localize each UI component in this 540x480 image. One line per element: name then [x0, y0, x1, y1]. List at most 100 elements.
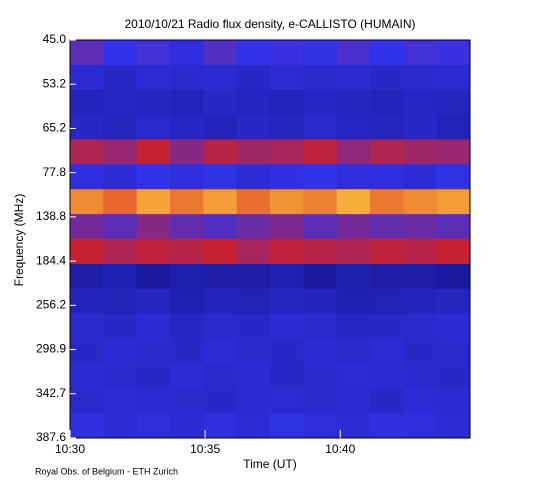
heat-cell: [270, 388, 304, 414]
heat-cell: [436, 363, 471, 389]
heat-cell: [336, 189, 371, 215]
heat-cell: [136, 139, 171, 165]
heat-cell: [270, 313, 304, 339]
heat-cell: [170, 139, 204, 165]
heat-cell: [403, 114, 438, 140]
heat-cell: [270, 189, 304, 215]
heat-cell: [70, 288, 104, 315]
heat-cell: [70, 64, 104, 91]
heat-cell: [236, 164, 271, 190]
heat-cell: [436, 388, 471, 414]
heat-cell: [70, 89, 104, 116]
heat-cell: [103, 164, 138, 190]
heat-cell: [70, 313, 104, 339]
heat-cell: [370, 89, 404, 116]
heat-cell: [303, 263, 338, 290]
heat-cell: [236, 214, 271, 240]
y-axis-label: Frequency (MHz): [12, 194, 26, 287]
heat-cell: [136, 313, 171, 339]
heat-cell: [236, 413, 271, 439]
heat-cell: [70, 189, 104, 215]
heat-cell: [370, 313, 404, 339]
heat-cell: [370, 388, 404, 414]
heat-cell: [136, 363, 171, 389]
heat-cell: [403, 189, 438, 215]
heat-cell: [403, 239, 438, 265]
heat-cell: [203, 114, 238, 140]
heat-cell: [236, 239, 271, 265]
heat-cell: [103, 313, 138, 339]
heat-cell: [436, 89, 471, 116]
heat-cell: [303, 338, 338, 364]
heat-cell: [203, 288, 238, 315]
heat-cell: [136, 288, 171, 315]
heat-cell: [436, 40, 471, 66]
heat-cell: [70, 338, 104, 364]
heat-cell: [70, 164, 104, 190]
heat-cell: [203, 40, 238, 66]
heat-cell: [236, 139, 271, 165]
y-tick-label: 138.8: [36, 209, 66, 223]
heat-cell: [170, 89, 204, 116]
heat-cell: [203, 64, 238, 91]
heat-cell: [170, 338, 204, 364]
y-tick-label: 387.6: [36, 430, 66, 444]
heat-cell: [236, 363, 271, 389]
heat-cell: [403, 40, 438, 66]
heat-cell: [170, 288, 204, 315]
heat-cell: [203, 338, 238, 364]
heat-cell: [336, 139, 371, 165]
chart-title: 2010/10/21 Radio flux density, e-CALLIST…: [124, 17, 415, 31]
heat-cell: [136, 40, 171, 66]
heat-cell: [270, 338, 304, 364]
heat-cell: [236, 89, 271, 116]
heat-cell: [203, 164, 238, 190]
heat-cell: [136, 189, 171, 215]
heat-cell: [170, 164, 204, 190]
heat-cell: [136, 263, 171, 290]
heat-cell: [370, 114, 404, 140]
footer: Royal Obs. of Belgium - ETH Zurich: [35, 466, 178, 476]
heat-cell: [336, 263, 371, 290]
heat-cell: [336, 388, 371, 414]
heat-cell: [236, 313, 271, 339]
heat-cell: [403, 89, 438, 116]
heat-cell: [203, 263, 238, 290]
heat-cell: [170, 363, 204, 389]
heat-cell: [436, 288, 471, 315]
heat-cell: [270, 239, 304, 265]
heat-cell: [170, 214, 204, 240]
heat-cell: [136, 89, 171, 116]
heat-cell: [436, 114, 471, 140]
heat-cell: [70, 139, 104, 165]
heat-cell: [436, 64, 471, 91]
y-tick-label: 65.2: [43, 121, 67, 135]
heat-cell: [136, 413, 171, 439]
heat-cell: [336, 164, 371, 190]
heat-cell: [336, 413, 371, 439]
heat-cell: [370, 64, 404, 91]
heat-cell: [336, 239, 371, 265]
heat-cell: [170, 114, 204, 140]
heat-cell: [103, 239, 138, 265]
heat-cell: [403, 338, 438, 364]
heat-cell: [370, 338, 404, 364]
heat-cell: [303, 164, 338, 190]
heat-cell: [270, 114, 304, 140]
heat-cell: [403, 413, 438, 439]
heat-cell: [436, 164, 471, 190]
heat-cell: [270, 40, 304, 66]
x-tick-label: 10:35: [190, 442, 220, 456]
heat-cell: [170, 189, 204, 215]
heat-cell: [70, 239, 104, 265]
heat-cell: [303, 363, 338, 389]
heat-cell: [336, 40, 371, 66]
heat-cell: [70, 40, 104, 66]
heat-cell: [170, 263, 204, 290]
y-tick-label: 77.8: [43, 165, 67, 179]
heat-cell: [270, 164, 304, 190]
heat-cell: [70, 263, 104, 290]
heat-cell: [403, 313, 438, 339]
heat-cell: [436, 413, 471, 439]
